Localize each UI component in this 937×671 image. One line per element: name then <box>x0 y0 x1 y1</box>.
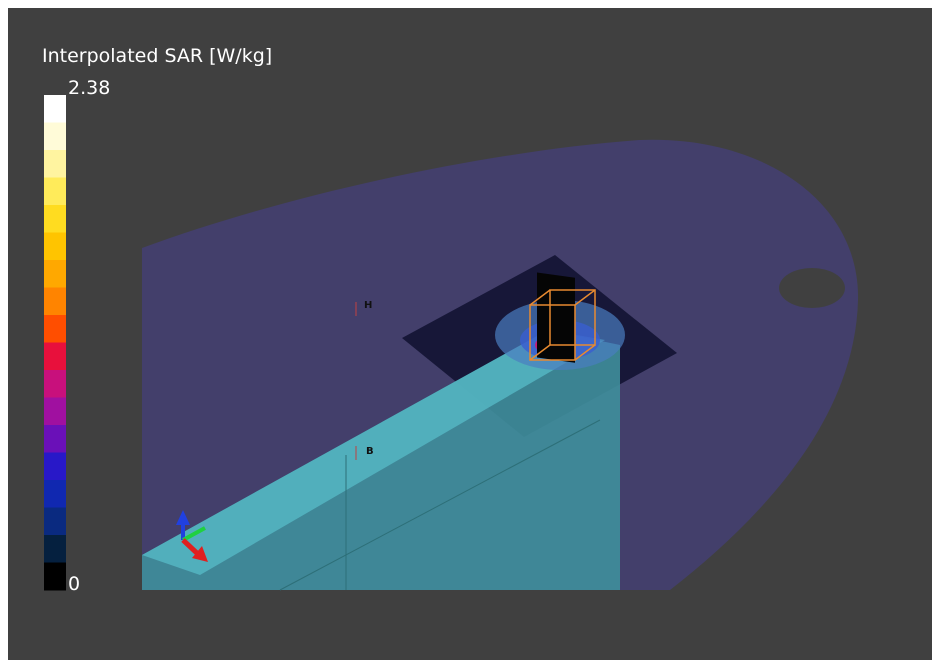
edge <box>279 419 601 591</box>
device-plate <box>537 272 575 363</box>
colorbar-step <box>44 287 66 316</box>
marker-label: H <box>364 300 372 311</box>
axis-triad <box>176 510 208 562</box>
colorbar-step <box>44 232 66 261</box>
colorbar-step <box>44 95 66 123</box>
colorbar-step <box>44 397 66 426</box>
colorbar-step <box>44 260 66 288</box>
colorbar-step <box>44 150 66 178</box>
colorbar-step <box>44 425 66 453</box>
device-box <box>529 289 596 361</box>
colorbar-step <box>44 177 66 206</box>
colorbar-step <box>44 205 66 233</box>
colorbar-step <box>44 122 66 151</box>
colorbar-step <box>44 342 66 371</box>
colorbar-min: 0 <box>68 573 80 595</box>
colorbar-step <box>44 370 66 398</box>
colorbar-step <box>44 452 66 481</box>
colorbar-step <box>44 507 66 536</box>
colorbar-step <box>44 480 66 508</box>
hole <box>779 268 845 308</box>
colorbar-max: 2.38 <box>68 77 110 99</box>
colorbar-title: Interpolated SAR [W/kg] <box>42 45 272 67</box>
marker-label: B <box>366 446 374 457</box>
colorbar-step <box>44 562 66 591</box>
beam-top <box>142 330 605 575</box>
colorbar-step <box>44 535 66 563</box>
colorbar <box>44 95 66 591</box>
colorbar-step <box>44 315 66 343</box>
